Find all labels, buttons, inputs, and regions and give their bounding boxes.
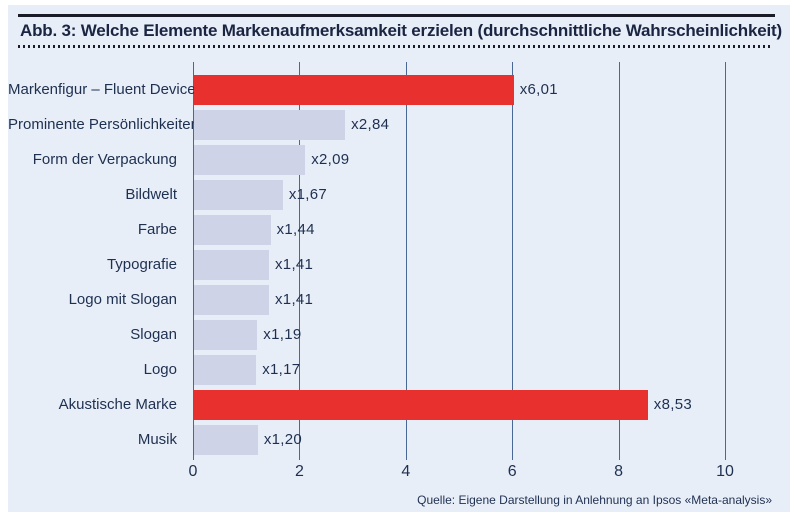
bar-track: x2,09 [194, 144, 790, 175]
value-label: x1,41 [275, 256, 314, 273]
gridline [299, 62, 301, 460]
gridline [405, 62, 407, 460]
chart-rows: Markenfigur – Fluent Device x6,01 Prominen… [8, 72, 790, 457]
bar-track: x1,17 [194, 354, 790, 385]
x-tick-label: 10 [716, 463, 734, 480]
bar [194, 424, 258, 455]
value-label: x6,01 [519, 81, 558, 98]
chart-row: Logo mit Slogan x1,41 [8, 282, 790, 317]
category-label: Prominente Persönlichkeiten [8, 116, 199, 133]
bar [194, 284, 269, 315]
category-label: Akustische Marke [58, 396, 177, 413]
figure-title: Abb. 3: Welche Elemente Markenaufmerksam… [20, 21, 782, 40]
bar [194, 144, 306, 175]
bar-chart: Markenfigur – Fluent Device x6,01 Prominen… [8, 62, 790, 460]
bar-track: x1,41 [194, 284, 790, 315]
category-label: Markenfigur – Fluent Device [8, 81, 196, 98]
category-label: Logo [143, 361, 177, 378]
chart-row: Slogan x1,19 [8, 317, 790, 352]
gridline [725, 62, 726, 460]
gridline [512, 62, 514, 460]
category-label: Form der Verpackung [32, 151, 177, 168]
source-note: Quelle: Eigene Darstellung in Anlehnung … [417, 493, 772, 507]
x-axis: 0 2 4 6 8 10 [8, 463, 790, 485]
bar [194, 354, 257, 385]
category-label: Musik [137, 431, 177, 448]
bar-track: x1,41 [194, 249, 790, 280]
chart-row: Markenfigur – Fluent Device x6,01 [8, 72, 790, 107]
category-label: Farbe [137, 221, 177, 238]
bar-track: x1,44 [194, 214, 790, 245]
category-label: Bildwelt [125, 186, 177, 203]
category-label: Slogan [130, 326, 177, 343]
value-label: x1,41 [275, 291, 314, 308]
bar [194, 179, 283, 210]
bar [194, 109, 346, 140]
chart-row: Logo x1,17 [8, 352, 790, 387]
x-tick-label: 0 [188, 463, 198, 480]
bar [194, 74, 514, 105]
bar [194, 389, 648, 420]
figure-panel: Abb. 3: Welche Elemente Markenaufmerksam… [8, 5, 790, 512]
bar [194, 214, 271, 245]
chart-row: Prominente Persönlichkeiten x2,84 [8, 107, 790, 142]
x-tick-label: 8 [614, 463, 624, 480]
chart-row: Akustische Marke x8,53 [8, 387, 790, 422]
x-tick-label: 4 [401, 463, 411, 480]
x-tick-label: 6 [507, 463, 517, 480]
bar-track: x1,67 [194, 179, 790, 210]
x-tick-label: 2 [294, 463, 304, 480]
value-label: x2,84 [351, 116, 390, 133]
chart-row: Bildwelt x1,67 [8, 177, 790, 212]
value-label: x1,20 [263, 431, 303, 448]
value-label: x2,09 [311, 151, 350, 168]
bar-track: x1,20 [194, 424, 790, 455]
title-top-rule [18, 14, 775, 17]
category-label: Typografie [106, 256, 177, 273]
title-dotted-rule [18, 45, 773, 48]
chart-row: Typografie x1,41 [8, 247, 790, 282]
gridline [618, 62, 620, 460]
category-label: Logo mit Slogan [68, 291, 177, 308]
value-label: x8,53 [653, 396, 692, 413]
value-label: x1,67 [288, 186, 328, 203]
chart-row: Form der Verpackung x2,09 [8, 142, 790, 177]
bar-track: x6,01 [194, 74, 790, 105]
bar [194, 319, 258, 350]
value-label: x1,17 [262, 361, 301, 378]
bar-track: x2,84 [194, 109, 790, 140]
value-label: x1,44 [276, 221, 315, 238]
chart-row: Musik x1,20 [8, 422, 790, 457]
gridline [193, 62, 194, 460]
bar [194, 249, 269, 280]
value-label: x1,19 [263, 326, 302, 343]
bar-track: x1,19 [194, 319, 790, 350]
bar-track: x8,53 [194, 389, 790, 420]
chart-row: Farbe x1,44 [8, 212, 790, 247]
